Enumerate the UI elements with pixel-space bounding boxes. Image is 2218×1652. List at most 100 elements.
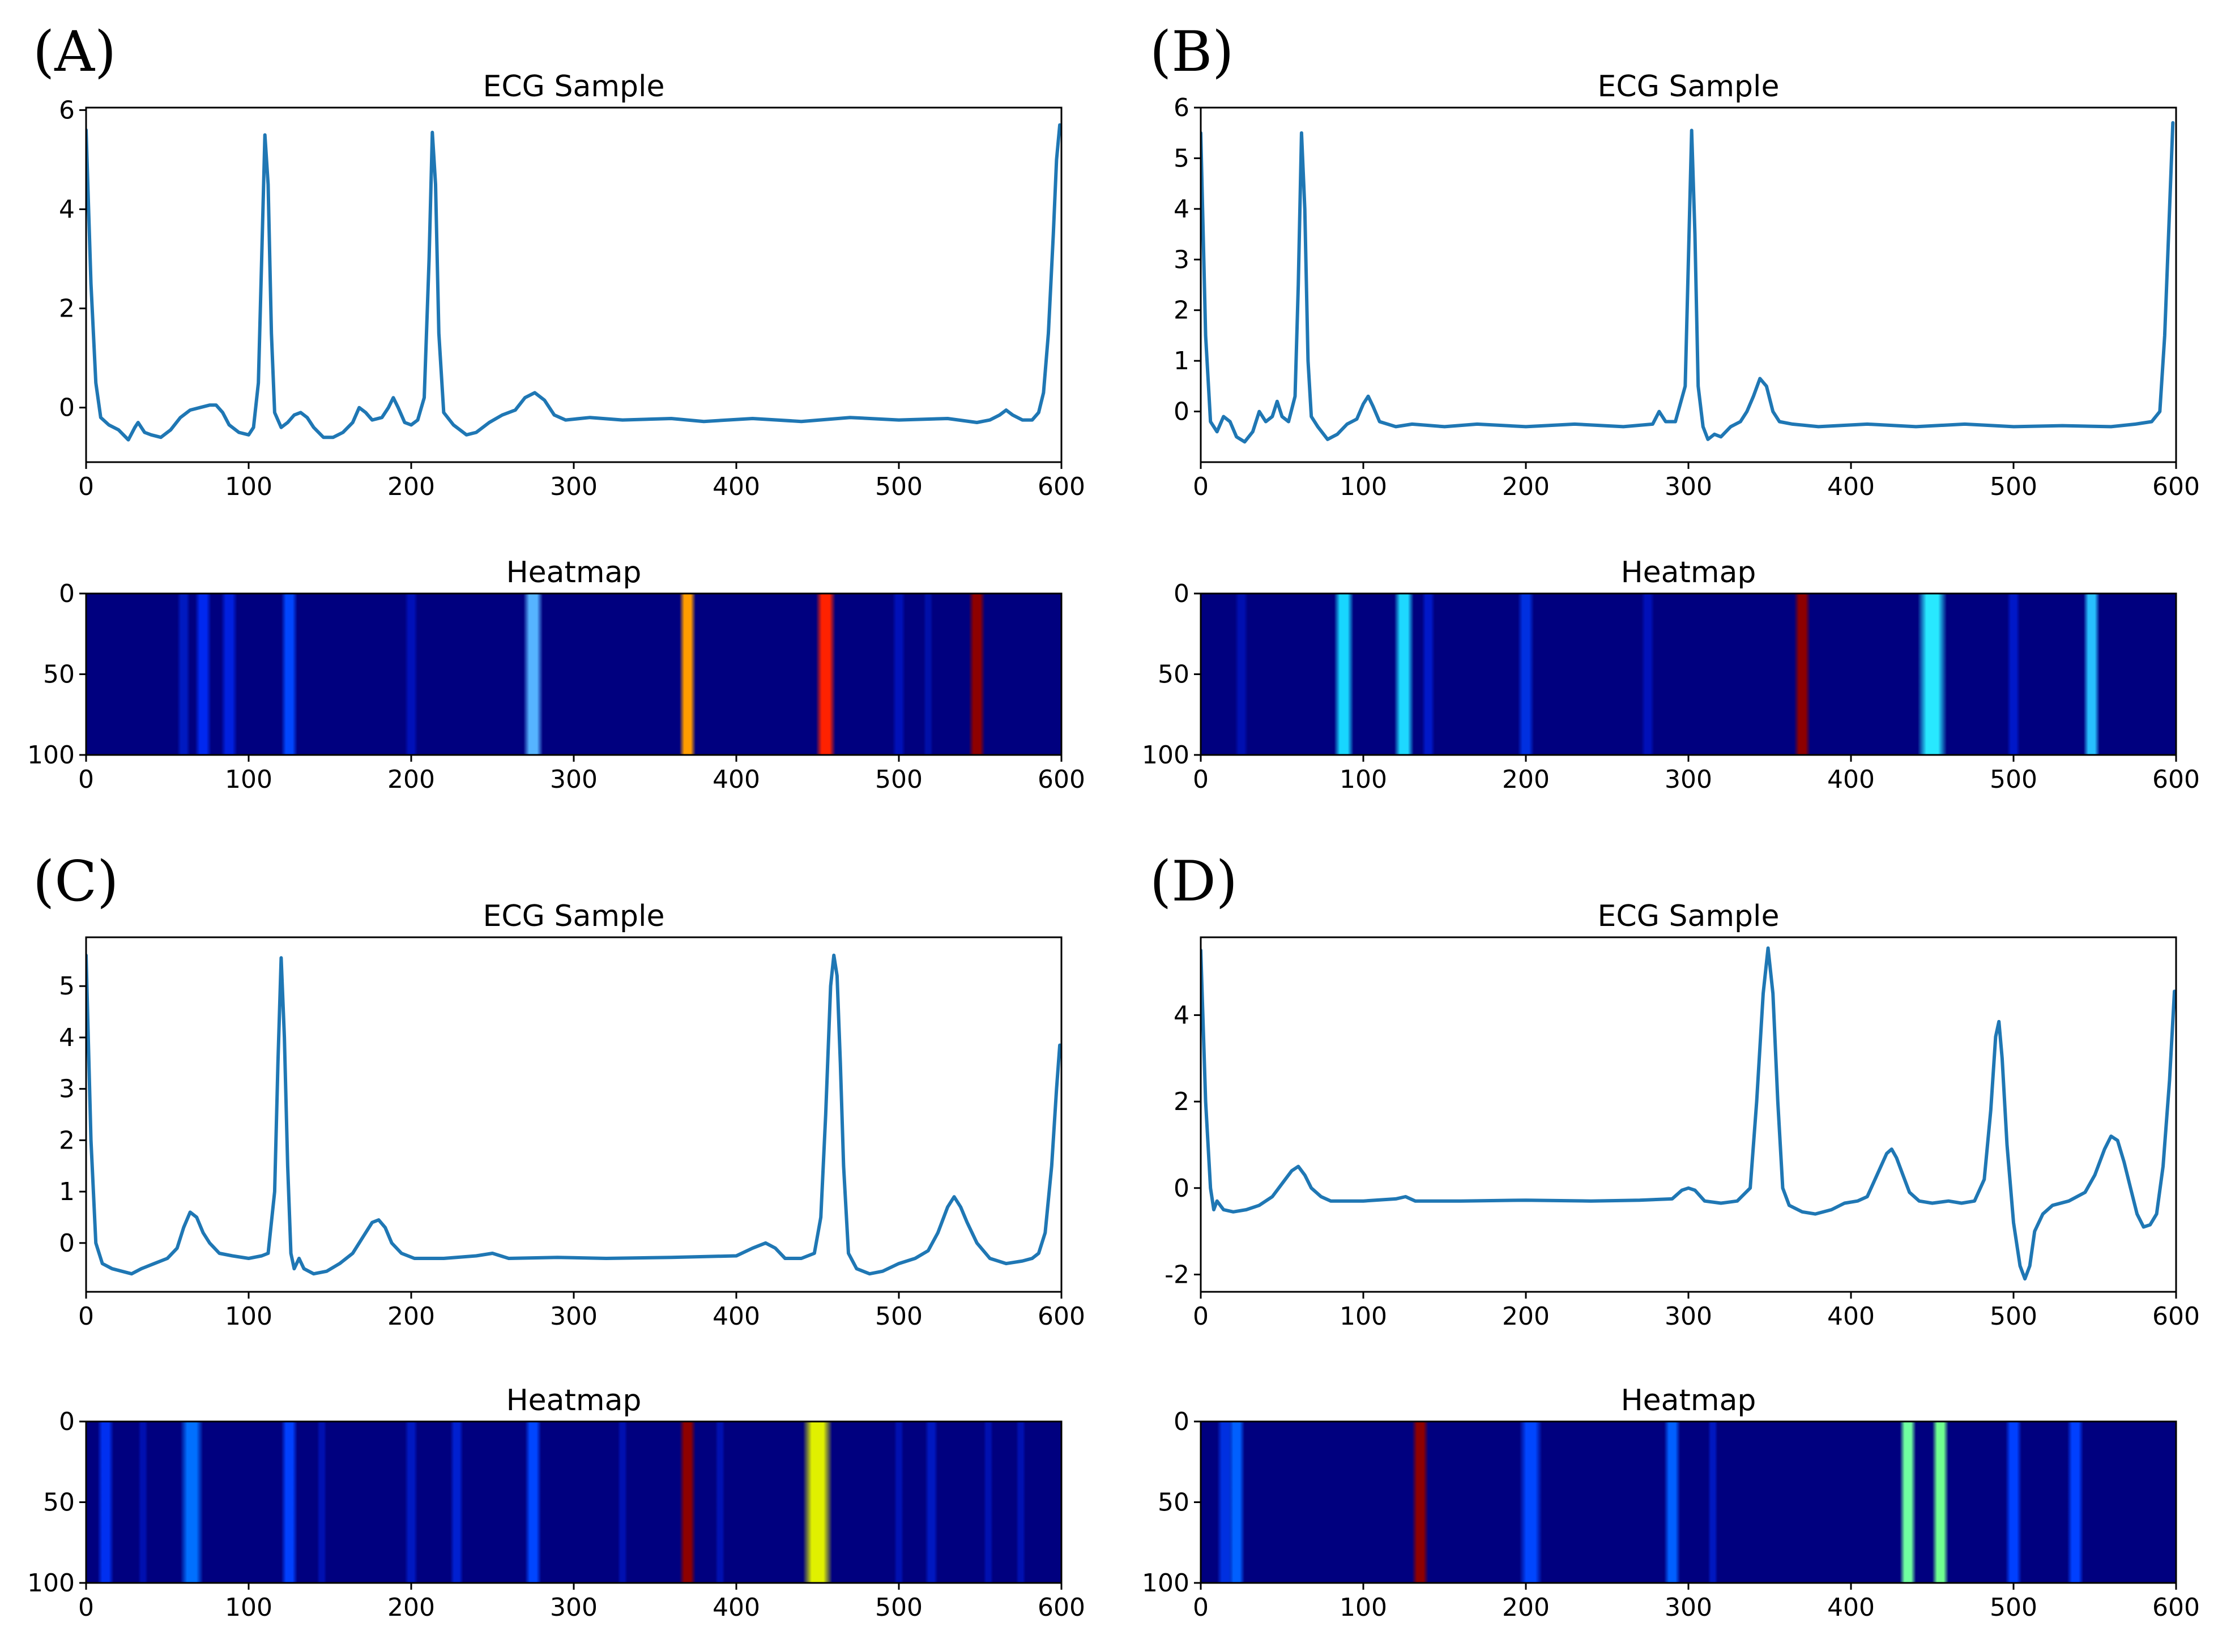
ecg-x-tick-label: 300	[1665, 472, 1712, 501]
ecg-x-tick-label: 400	[1827, 1302, 1875, 1331]
ecg-x-tick-label: 0	[1193, 472, 1209, 501]
heatmap-x-tick-label: 300	[550, 1593, 598, 1622]
heatmap-band	[679, 594, 696, 755]
ecg-axes-frame	[1200, 936, 2177, 1293]
heatmap-x-tick-label: 400	[713, 765, 760, 794]
ecg-title: ECG Sample	[483, 899, 665, 933]
heatmap-x-tick-label: 600	[2152, 1593, 2200, 1622]
heatmap-band	[195, 594, 211, 755]
ecg-x-tick-label: 400	[713, 472, 760, 501]
heatmap-y-tick-label: 0	[1174, 1407, 1189, 1436]
heatmap-x-tick-label: 0	[1193, 765, 1209, 794]
heatmap-band	[177, 594, 190, 755]
ecg-y-tick-label: 0	[59, 1229, 75, 1258]
ecg-y-tick-label: 5	[59, 972, 75, 1001]
ecg-y-tick-label: 2	[1174, 296, 1189, 325]
ecg-x-tick-label: 0	[1193, 1302, 1209, 1331]
heatmap-band	[1016, 1422, 1026, 1583]
heatmap-x-tick-label: 100	[225, 1593, 272, 1622]
heatmap-y-tick-label: 0	[59, 579, 75, 608]
ecg-x-tick-label: 500	[1990, 472, 2037, 501]
ecg-y-tick-label: 6	[1174, 93, 1189, 122]
ecg-x-tick-label: 100	[225, 1302, 272, 1331]
heatmap-band	[1917, 594, 1947, 755]
heatmap-band	[715, 1422, 725, 1583]
heatmap-band	[1422, 594, 1435, 755]
ecg-y-tick-label: 0	[59, 394, 75, 422]
heatmap-x-tick-label: 200	[387, 765, 435, 794]
heatmap-x-tick-label: 100	[225, 765, 272, 794]
heatmap-x-tick-label: 600	[1038, 1593, 1085, 1622]
heatmap-band	[404, 594, 418, 755]
heatmap-band	[924, 1422, 938, 1583]
heatmap-band	[1412, 1422, 1428, 1583]
ecg-x-tick-label: 500	[1990, 1302, 2037, 1331]
ecg-x-tick-label: 300	[1665, 1302, 1712, 1331]
panel-label: (A)	[33, 20, 116, 84]
ecg-series-line	[86, 953, 1061, 1276]
heatmap-band	[180, 1422, 203, 1583]
heatmap-x-tick-label: 100	[1340, 765, 1387, 794]
ecg-x-tick-label: 500	[875, 1302, 923, 1331]
heatmap-band	[803, 1422, 833, 1583]
ecg-x-tick-label: 200	[387, 1302, 435, 1331]
ecg-plot: ECG Sample 0 100 200 300 400 500 600 0 2 4 6	[59, 70, 1085, 501]
heatmap-band	[1641, 594, 1654, 755]
heatmap-x-tick-label: 100	[1340, 1593, 1387, 1622]
heatmap-y-tick-label: 50	[1158, 660, 1189, 689]
heatmap-y-tick-label: 100	[27, 741, 75, 770]
ecg-y-tick-label: 2	[1174, 1087, 1189, 1116]
heatmap-x-tick-label: 300	[1665, 1593, 1712, 1622]
ecg-y-tick-label: 4	[1174, 195, 1189, 224]
heatmap-band	[1708, 1422, 1718, 1583]
heatmap-x-tick-label: 500	[1990, 1593, 2037, 1622]
heatmap-background	[86, 1422, 1061, 1583]
ecg-x-tick-label: 100	[225, 472, 272, 501]
heatmap-x-tick-label: 500	[875, 1593, 923, 1622]
ecg-series-line	[86, 123, 1061, 442]
heatmap-y-tick-label: 50	[1158, 1488, 1189, 1517]
ecg-x-tick-label: 600	[1038, 472, 1085, 501]
heatmap-title: Heatmap	[506, 556, 642, 590]
heatmap-x-tick-label: 500	[1990, 765, 2037, 794]
heatmap-band	[317, 1422, 327, 1583]
heatmap-x-tick-label: 300	[1665, 765, 1712, 794]
heatmap-x-tick-label: 400	[1827, 1593, 1875, 1622]
heatmap-title: Heatmap	[1621, 556, 1756, 590]
panel-label: (D)	[1150, 850, 1238, 914]
heatmap-x-tick-label: 500	[875, 765, 923, 794]
heatmap-x-tick-label: 200	[1502, 1593, 1550, 1622]
heatmap-band	[1900, 1422, 1916, 1583]
ecg-title: ECG Sample	[483, 70, 665, 104]
heatmap-band	[523, 594, 543, 755]
heatmap-band	[450, 1422, 463, 1583]
heatmap-x-tick-label: 200	[1502, 765, 1550, 794]
ecg-x-tick-label: 100	[1340, 472, 1387, 501]
heatmap-band	[138, 1422, 148, 1583]
ecg-x-tick-label: 200	[387, 472, 435, 501]
heatmap-y-tick-label: 0	[59, 1407, 75, 1436]
heatmap-band	[281, 1422, 298, 1583]
heatmap-y-tick-label: 100	[1142, 1569, 1189, 1598]
ecg-x-tick-label: 100	[1340, 1302, 1387, 1331]
heatmap-x-tick-label: 400	[1827, 765, 1875, 794]
heatmap-band	[894, 1422, 904, 1583]
heatmap-band	[1394, 594, 1414, 755]
ecg-series-line	[1201, 121, 2175, 444]
heatmap-x-tick-label: 600	[1038, 765, 1085, 794]
ecg-x-tick-label: 600	[1038, 1302, 1085, 1331]
ecg-x-tick-label: 0	[78, 472, 94, 501]
heatmap-band	[1519, 1422, 1542, 1583]
ecg-x-tick-label: 500	[875, 472, 923, 501]
ecg-x-tick-label: 200	[1502, 472, 1550, 501]
heatmap-y-tick-label: 50	[43, 1488, 75, 1517]
ecg-y-tick-label: 3	[1174, 245, 1189, 274]
heatmap-x-tick-label: 0	[78, 765, 94, 794]
ecg-y-tick-label: 2	[59, 1126, 75, 1155]
